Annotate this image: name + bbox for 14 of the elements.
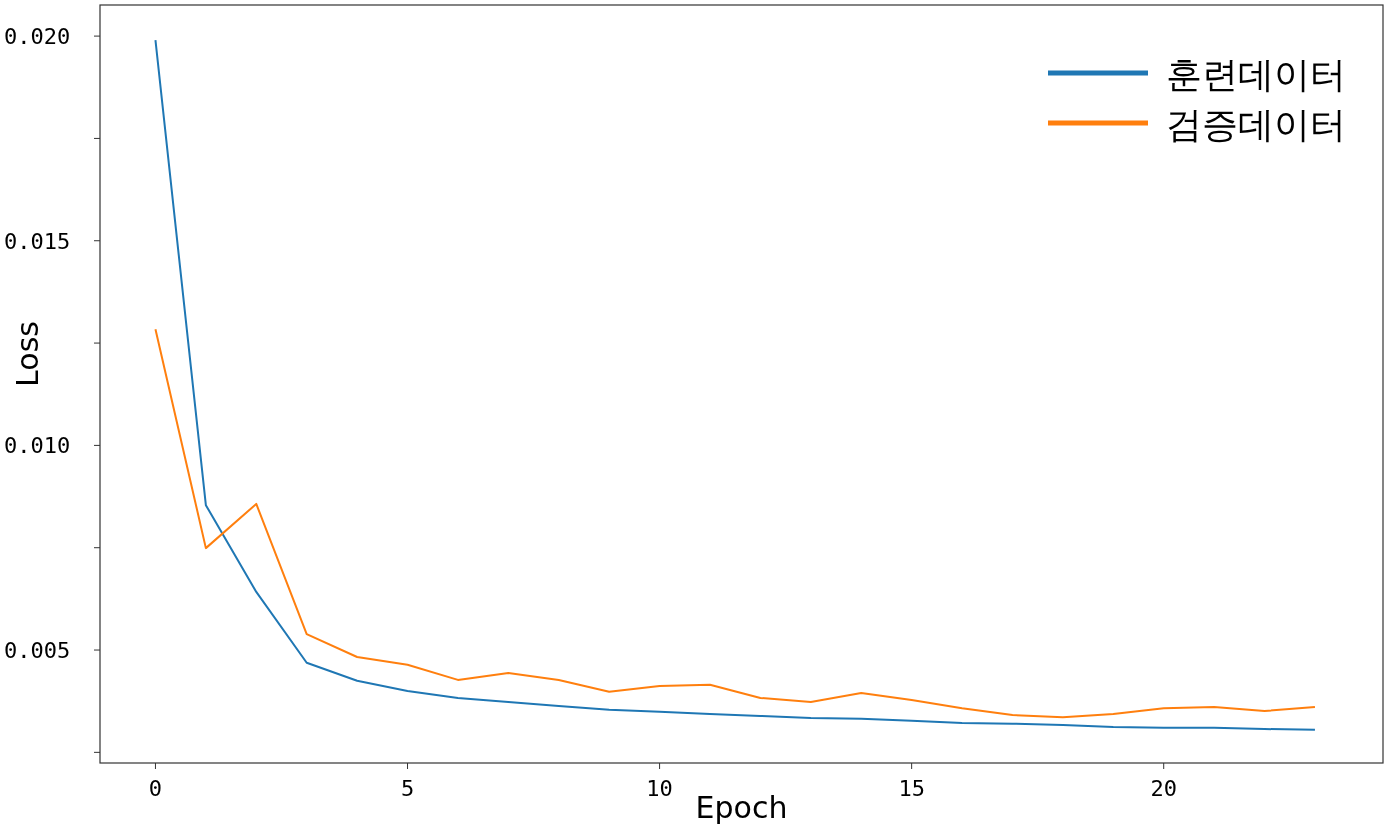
- y-axis-title: Loss: [10, 321, 45, 387]
- x-tick-label: 5: [400, 776, 415, 801]
- legend-label: 검증데이터: [1166, 104, 1346, 145]
- x-tick-label: 15: [898, 776, 925, 801]
- line-series: [154, 328, 1316, 719]
- y-tick-label: 0.020: [4, 24, 71, 50]
- x-tick-label: 20: [1150, 776, 1177, 801]
- x-axis-title: Epoch: [695, 790, 788, 825]
- y-tick-label: 0.010: [4, 433, 71, 459]
- x-tick-label: 10: [646, 776, 673, 801]
- x-tick-label: 0: [148, 776, 163, 801]
- y-tick-label: 0.015: [4, 228, 71, 254]
- legend-label: 훈련데이터: [1166, 54, 1346, 95]
- y-tick-label: 0.005: [4, 638, 71, 664]
